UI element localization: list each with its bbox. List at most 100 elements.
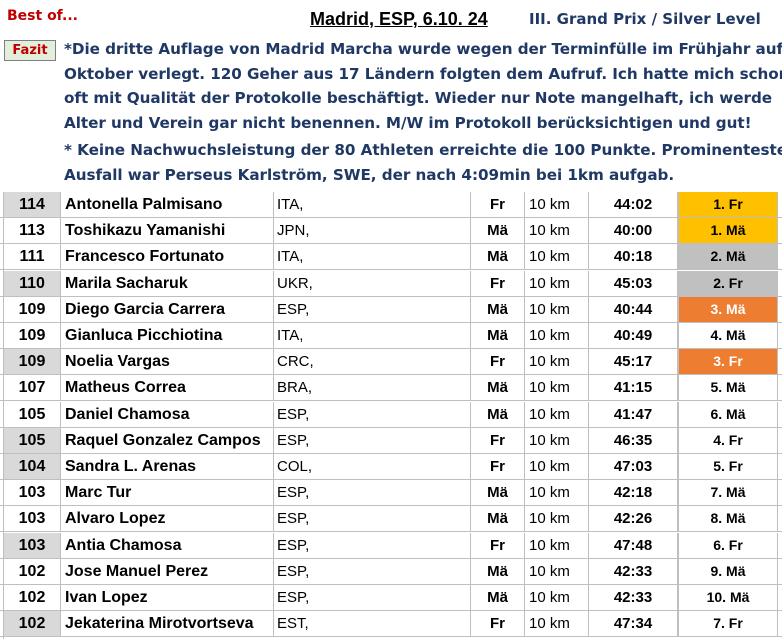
results-table: 114 Antonella Palmisano ITA, Fr 10 km 44:02 1.… xyxy=(0,192,782,639)
table-row: 104 Sandra L. Arenas COL, Fr 10 km 47:03 5. Fr xyxy=(0,454,782,480)
time-cell: 40:49 xyxy=(589,323,678,348)
table-row: 105 Raquel Gonzalez Campos ESP, Fr 10 km 46:3… xyxy=(0,427,782,454)
table-row: 105 Daniel Chamosa ESP, Mä 10 km 41:47 6. Mä xyxy=(0,401,782,428)
athlete-name: Gianluca Picchiotina xyxy=(61,323,274,348)
distance-cell: 10 km xyxy=(525,270,589,296)
athlete-name: Antia Chamosa xyxy=(61,532,274,558)
sex-cell: Fr xyxy=(471,192,525,217)
nation-cell: JPN, xyxy=(274,218,471,244)
athlete-name: Daniel Chamosa xyxy=(61,401,274,427)
summary-note-2: * Keine Nachwuchsleistung der 80 Athlete… xyxy=(64,138,782,187)
points-cell: 102 xyxy=(4,611,61,637)
table-row: 102 Ivan Lopez ESP, Mä 10 km 42:33 10. Mä xyxy=(0,585,782,611)
table-row: 102 Jekaterina Mirotvortseva EST, Fr 10 km 47… xyxy=(0,611,782,638)
time-cell: 41:47 xyxy=(589,401,678,427)
rank-cell: 1. Mä xyxy=(678,218,778,244)
sex-cell: Fr xyxy=(471,427,525,453)
athlete-name: Antonella Palmisano xyxy=(61,192,274,217)
rank-cell: 10. Mä xyxy=(678,585,778,610)
athlete-name: Jose Manuel Perez xyxy=(61,558,274,584)
time-cell: 40:44 xyxy=(589,296,678,322)
athlete-name: Alvaro Lopez xyxy=(61,506,274,532)
points-cell: 107 xyxy=(4,375,61,401)
time-cell: 47:03 xyxy=(589,454,678,479)
time-cell: 47:34 xyxy=(589,611,678,637)
time-cell: 40:18 xyxy=(589,244,678,270)
table-row: 114 Antonella Palmisano ITA, Fr 10 km 44:02 1.… xyxy=(0,192,782,218)
rank-cell: 4. Fr xyxy=(678,427,778,453)
header-bar: Best of... Madrid, ESP, 6.10. 24 III. Gr… xyxy=(0,0,782,36)
points-cell: 114 xyxy=(4,192,61,217)
points-cell: 109 xyxy=(4,323,61,348)
rank-cell: 5. Fr xyxy=(678,454,778,479)
note-line: oft mit Qualität der Protokolle beschäft… xyxy=(64,89,773,108)
points-cell: 110 xyxy=(4,270,61,296)
note-line: Oktober verlegt. 120 Geher aus 17 Länder… xyxy=(64,64,782,83)
sex-cell: Fr xyxy=(471,454,525,479)
points-cell: 104 xyxy=(4,454,61,479)
distance-cell: 10 km xyxy=(525,532,589,558)
time-cell: 46:35 xyxy=(589,427,678,453)
table-row: 103 Antia Chamosa ESP, Fr 10 km 47:48 6. Fr xyxy=(0,532,782,559)
sex-cell: Fr xyxy=(471,349,525,375)
time-cell: 42:33 xyxy=(589,585,678,610)
sex-cell: Mä xyxy=(471,296,525,322)
rank-cell: 6. Fr xyxy=(678,532,778,558)
nation-cell: ITA, xyxy=(274,192,471,217)
points-cell: 103 xyxy=(4,480,61,506)
rank-cell: 3. Fr xyxy=(678,349,778,375)
event-level: III. Grand Prix / Silver Level xyxy=(529,10,761,28)
nation-cell: ESP, xyxy=(274,296,471,322)
rank-cell: 8. Mä xyxy=(678,506,778,532)
athlete-name: Sandra L. Arenas xyxy=(61,454,274,479)
sex-cell: Mä xyxy=(471,585,525,610)
table-left-border xyxy=(3,192,4,639)
points-cell: 102 xyxy=(4,585,61,610)
athlete-name: Matheus Correa xyxy=(61,375,274,401)
distance-cell: 10 km xyxy=(525,506,589,532)
time-cell: 40:00 xyxy=(589,218,678,244)
nation-cell: EST, xyxy=(274,611,471,637)
nation-cell: ESP, xyxy=(274,532,471,558)
distance-cell: 10 km xyxy=(525,375,589,401)
distance-cell: 10 km xyxy=(525,480,589,506)
sex-cell: Fr xyxy=(471,611,525,637)
nation-cell: UKR, xyxy=(274,270,471,296)
rank-cell: 7. Mä xyxy=(678,480,778,506)
sex-cell: Fr xyxy=(471,532,525,558)
distance-cell: 10 km xyxy=(525,558,589,584)
table-row: 103 Marc Tur ESP, Mä 10 km 42:18 7. Mä xyxy=(0,480,782,507)
rank-cell: 4. Mä xyxy=(678,323,778,348)
points-cell: 111 xyxy=(4,244,61,270)
points-cell: 103 xyxy=(4,506,61,532)
athlete-name: Toshikazu Yamanishi xyxy=(61,218,274,244)
nation-cell: ESP, xyxy=(274,427,471,453)
distance-cell: 10 km xyxy=(525,349,589,375)
time-cell: 44:02 xyxy=(589,192,678,217)
athlete-name: Raquel Gonzalez Campos xyxy=(61,427,274,453)
nation-cell: ESP, xyxy=(274,401,471,427)
sex-cell: Mä xyxy=(471,375,525,401)
points-cell: 113 xyxy=(4,218,61,244)
fazit-button[interactable]: Fazit xyxy=(4,40,56,61)
nation-cell: ESP, xyxy=(274,506,471,532)
athlete-name: Diego Garcia Carrera xyxy=(61,296,274,322)
distance-cell: 10 km xyxy=(525,611,589,637)
rank-cell: 2. Fr xyxy=(678,270,778,296)
time-cell: 47:48 xyxy=(589,532,678,558)
points-cell: 102 xyxy=(4,558,61,584)
note-line: Ausfall war Perseus Karlström, SWE, der … xyxy=(64,165,675,184)
time-cell: 45:17 xyxy=(589,349,678,375)
distance-cell: 10 km xyxy=(525,401,589,427)
rank-cell: 3. Mä xyxy=(678,296,778,322)
points-cell: 105 xyxy=(4,427,61,453)
nation-cell: ITA, xyxy=(274,323,471,348)
time-cell: 42:18 xyxy=(589,480,678,506)
sex-cell: Mä xyxy=(471,558,525,584)
sex-cell: Mä xyxy=(471,480,525,506)
rank-cell: 9. Mä xyxy=(678,558,778,584)
nation-cell: BRA, xyxy=(274,375,471,401)
sex-cell: Mä xyxy=(471,218,525,244)
sex-cell: Mä xyxy=(471,506,525,532)
nation-cell: ESP, xyxy=(274,480,471,506)
